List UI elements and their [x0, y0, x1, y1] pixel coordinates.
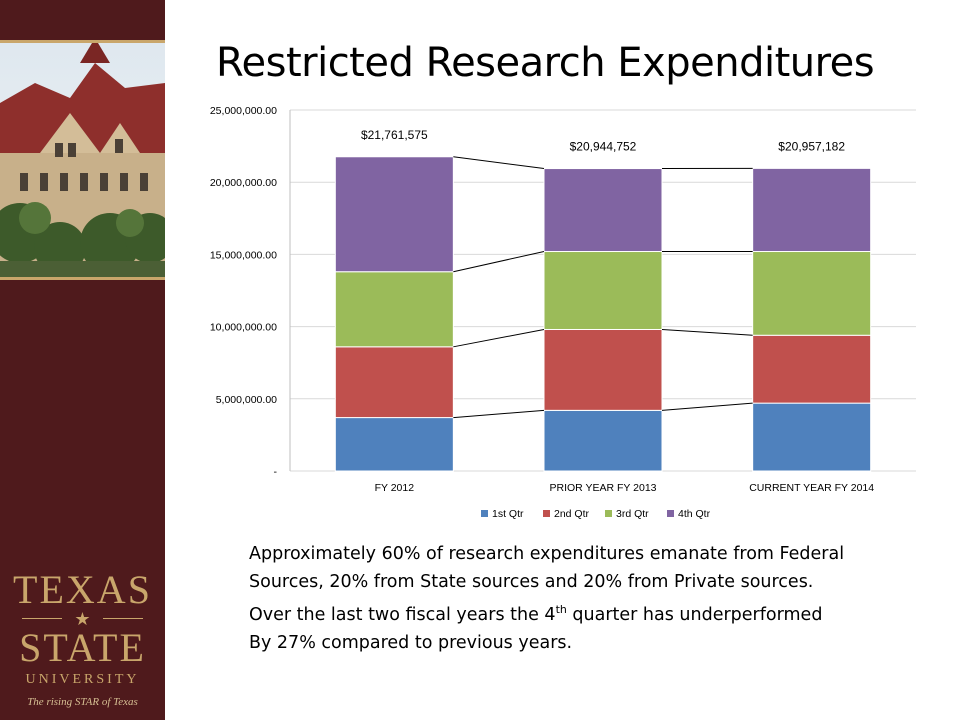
legend-swatch: [605, 510, 612, 517]
y-tick-label: 5,000,000.00: [216, 394, 277, 406]
y-tick-label: 25,000,000.00: [210, 105, 277, 117]
body-line-4: By 27% compared to previous years.: [249, 632, 573, 653]
bar-2-1: [334, 346, 454, 419]
slide-title: Restricted Research Expenditures: [216, 40, 875, 86]
body-line-3: Over the last two fiscal years the 4th q…: [249, 596, 929, 629]
bar-4-3: [752, 167, 872, 253]
bar-1-2: [543, 409, 663, 472]
legend-swatch: [543, 510, 550, 517]
body-line-3-sup: th: [555, 603, 567, 616]
bar-4-1: [334, 156, 454, 273]
stacked-bar-chart: - 5,000,000.00 10,000,000.00 15,000,000.00 2…: [210, 105, 916, 520]
logo-tagline: The rising STAR of Texas: [27, 696, 138, 708]
y-tick-label: 15,000,000.00: [210, 249, 277, 261]
bar-3-2: [543, 251, 663, 330]
slide-body-text: Approximately 60% of research expenditur…: [249, 540, 929, 657]
bar-3-3: [752, 251, 872, 336]
y-tick-label: 10,000,000.00: [210, 322, 277, 334]
bar-2-2: [543, 328, 663, 411]
logo-texas: TEXAS: [13, 567, 152, 612]
building-illustration: [0, 43, 165, 277]
bar-1-3: [752, 402, 872, 472]
x-tick-label: CURRENT YEAR FY 2014: [749, 482, 874, 494]
x-tick-label: PRIOR YEAR FY 2013: [550, 482, 657, 494]
bar-2-3: [752, 334, 872, 404]
logo-star-row: ★: [0, 610, 165, 628]
y-tick-label: -: [274, 466, 278, 478]
legend-label: 4th Qtr: [678, 508, 711, 520]
total-label: $20,957,182: [778, 139, 845, 153]
body-line-2: Sources, 20% from State sources and 20% …: [249, 572, 814, 592]
body-line-1: Approximately 60% of research expenditur…: [249, 544, 845, 564]
series-line: [661, 402, 753, 411]
bar-4-2: [543, 168, 663, 253]
body-line-3-a: Over the last two fiscal years the 4: [249, 604, 556, 625]
series-line: [453, 251, 545, 273]
star-icon: ★: [74, 609, 91, 629]
legend-label: 2nd Qtr: [554, 508, 590, 520]
series-line: [661, 328, 753, 336]
total-label: $21,761,575: [361, 128, 428, 142]
logo-university: UNIVERSITY: [25, 672, 140, 687]
total-label: $20,944,752: [570, 140, 637, 154]
legend-label: 1st Qtr: [492, 508, 524, 520]
logo-state: STATE: [19, 625, 146, 670]
series-line: [453, 328, 545, 348]
sidebar: TEXAS ★ STATE UNIVERSITY The rising STAR…: [0, 0, 165, 720]
texas-state-logo: TEXAS ★ STATE UNIVERSITY The rising STAR…: [0, 567, 165, 709]
campus-building-photo: [0, 40, 165, 280]
legend-swatch: [667, 510, 674, 517]
bar-3-1: [334, 271, 454, 348]
legend-swatch: [481, 510, 488, 517]
y-tick-label: 20,000,000.00: [210, 177, 277, 189]
body-line-3-b: quarter has underperformed: [566, 604, 823, 625]
series-line: [453, 156, 545, 170]
series-line: [453, 409, 545, 419]
legend-label: 3rd Qtr: [616, 508, 649, 520]
bar-1-1: [334, 417, 454, 472]
x-tick-label: FY 2012: [375, 482, 415, 494]
